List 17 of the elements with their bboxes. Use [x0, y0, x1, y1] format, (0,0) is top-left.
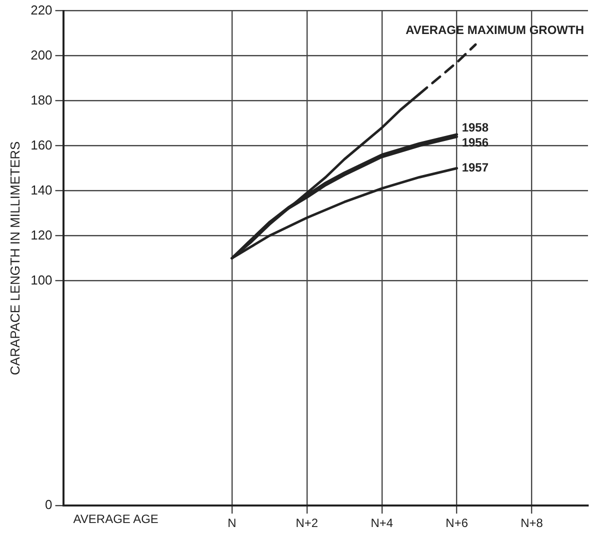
x-axis-title: AVERAGE AGE	[73, 512, 158, 526]
y-tick-label: 180	[30, 92, 52, 108]
y-axis-title: CARAPACE LENGTH IN MILLIMETERS	[7, 140, 22, 376]
series-label: 1958	[462, 120, 489, 134]
x-tick-label: N	[228, 516, 236, 530]
y-tick-label: 160	[30, 137, 52, 152]
series-label: 1957	[462, 160, 489, 175]
y-tick-label: 140	[30, 182, 52, 198]
y-tick-label: 120	[30, 227, 52, 242]
y-tick-label: 100	[30, 272, 52, 288]
x-tick-label: N+6	[446, 516, 468, 530]
x-tick-label: N+8	[520, 516, 544, 530]
y-tick-label: 0	[45, 497, 52, 512]
x-tick-label: N+2	[296, 516, 318, 530]
y-tick-label: 220	[30, 2, 52, 18]
y-tick-label: 200	[30, 47, 52, 62]
x-tick-label: N+4	[370, 516, 394, 530]
